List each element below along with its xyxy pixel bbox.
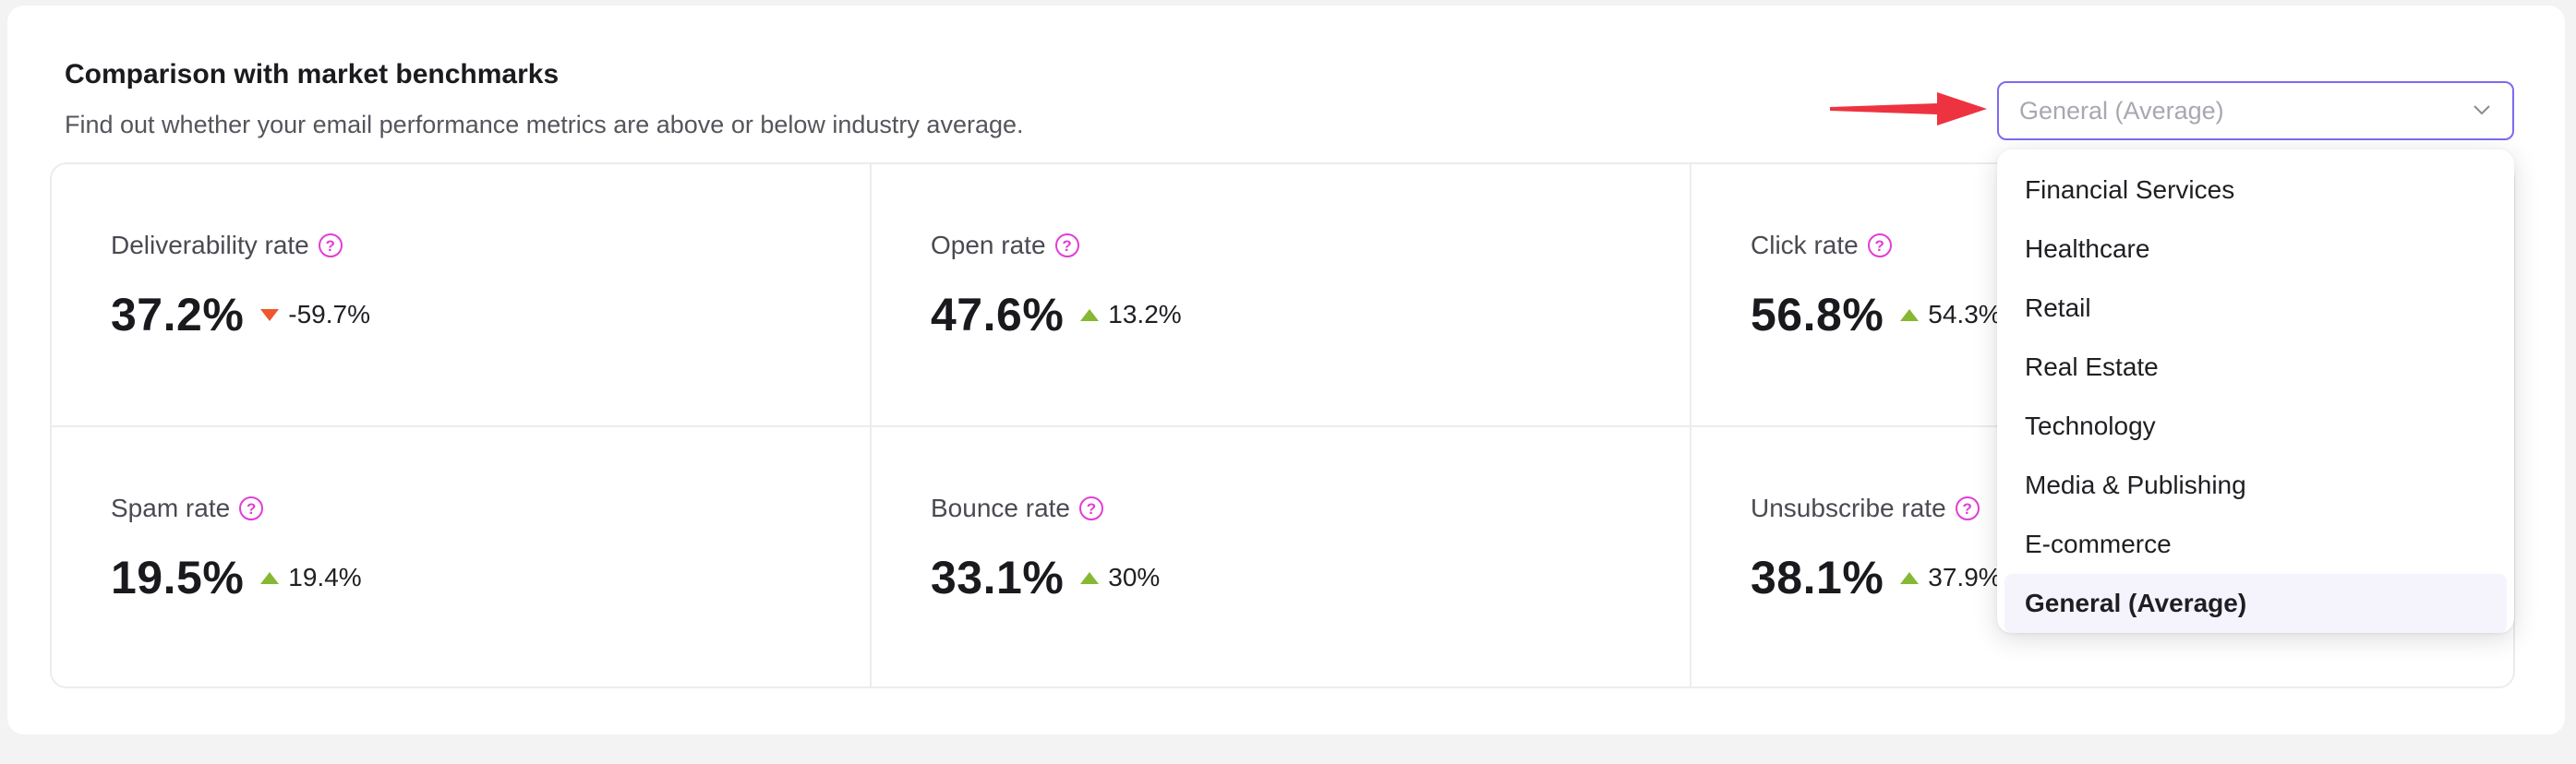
metric-label: Open rate — [931, 231, 1046, 259]
help-circle-icon[interactable]: ? — [1867, 233, 1892, 257]
metric-value: 38.1% — [1751, 552, 1884, 603]
metric-delta-value: 37.9% — [1928, 563, 2002, 591]
trend-up-icon — [1900, 308, 1920, 321]
industry-select-value: General (Average) — [2019, 96, 2224, 125]
dropdown-option-financial-services[interactable]: Financial Services — [2025, 175, 2235, 204]
metric-delta: 54.3% — [1900, 300, 2002, 329]
metric-label: Spam rate — [111, 494, 231, 522]
industry-dropdown-menu: Financial Services Healthcare Retail Rea… — [1997, 149, 2514, 633]
trend-up-icon — [1900, 571, 1920, 584]
dropdown-option-healthcare[interactable]: Healthcare — [2025, 234, 2150, 263]
metric-delta-value: 13.2% — [1108, 300, 1182, 328]
metric-delta: -59.7% — [260, 300, 370, 329]
metric-value: 47.6% — [931, 289, 1065, 340]
section-subtitle: Find out whether your email performance … — [65, 111, 1024, 138]
help-circle-icon[interactable]: ? — [1079, 496, 1103, 520]
help-circle-icon[interactable]: ? — [1955, 496, 1980, 520]
metric-value: 33.1% — [931, 552, 1065, 603]
trend-up-icon — [260, 571, 280, 584]
trend-down-icon — [260, 308, 280, 321]
metric-delta: 37.9% — [1900, 563, 2002, 592]
metric-value: 56.8% — [1751, 289, 1884, 340]
metric-delta-value: 54.3% — [1928, 300, 2002, 328]
section-title: Comparison with market benchmarks — [65, 59, 560, 90]
metric-delta-value: 30% — [1108, 563, 1161, 591]
metric-value: 19.5% — [111, 552, 245, 603]
metric-delta-value: -59.7% — [288, 300, 370, 328]
industry-select[interactable]: General (Average) — [1997, 81, 2514, 140]
dropdown-option-retail[interactable]: Retail — [2025, 293, 2091, 322]
metric-delta-value: 19.4% — [288, 563, 362, 591]
metric-value: 37.2% — [111, 289, 245, 340]
annotation-arrow-icon — [1830, 92, 1987, 125]
metric-label: Unsubscribe rate — [1751, 494, 1946, 522]
help-circle-icon[interactable]: ? — [239, 496, 264, 520]
chevron-down-icon[interactable] — [2472, 100, 2492, 120]
metric-label: Deliverability rate — [111, 231, 309, 259]
metric-card-spam: Spam rate ? 19.5% 19.4% — [52, 427, 872, 686]
dropdown-option-technology[interactable]: Technology — [2025, 412, 2156, 440]
metric-card-deliverability: Deliverability rate ? 37.2% -59.7% — [52, 164, 872, 427]
dropdown-option-media-publishing[interactable]: Media & Publishing — [2025, 471, 2246, 499]
metric-label: Click rate — [1751, 231, 1859, 259]
dropdown-option-real-estate[interactable]: Real Estate — [2025, 352, 2159, 381]
trend-up-icon — [1080, 308, 1100, 321]
metrics-grid: Deliverability rate ? 37.2% -59.7% Open … — [50, 162, 2515, 688]
help-circle-icon[interactable]: ? — [1054, 233, 1079, 257]
metric-card-unsubscribe: Unsubscribe rate ? 38.1% 37.9% — [1691, 427, 2513, 686]
metric-delta: 19.4% — [260, 563, 362, 592]
dropdown-option-ecommerce[interactable]: E-commerce — [2025, 530, 2172, 558]
dropdown-option-general-average[interactable]: General (Average) — [2004, 574, 2507, 633]
metric-delta: 30% — [1080, 563, 1160, 592]
metric-delta: 13.2% — [1080, 300, 1182, 329]
metric-label: Bounce rate — [931, 494, 1070, 522]
help-circle-icon[interactable]: ? — [318, 233, 343, 257]
metric-card-open: Open rate ? 47.6% 13.2% — [872, 164, 1691, 427]
trend-up-icon — [1080, 571, 1100, 584]
metric-card-bounce: Bounce rate ? 33.1% 30% — [872, 427, 1691, 686]
